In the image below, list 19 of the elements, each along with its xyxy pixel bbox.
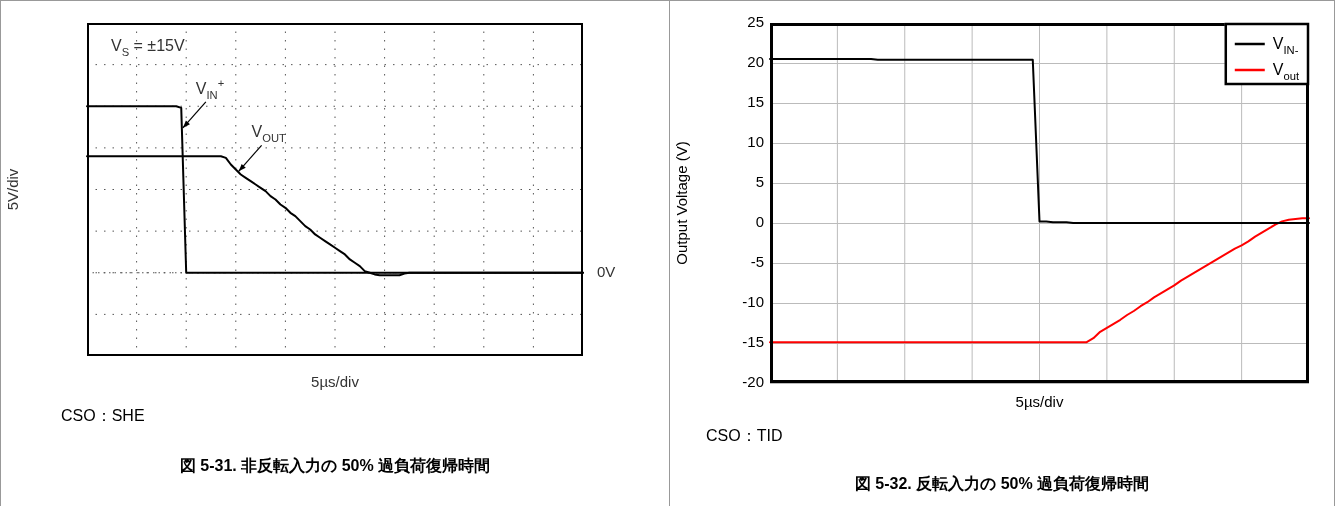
- y-tick-label: 25: [747, 13, 764, 31]
- y-tick-label: -20: [742, 373, 764, 391]
- text: 図 5-32. 反転入力の 50% 過負荷復帰時間: [853, 474, 1151, 494]
- y-tick-label: 20: [747, 53, 764, 71]
- y-tick-label: 0: [755, 213, 764, 231]
- ref-line-label: 0V: [597, 262, 616, 280]
- x-axis-title: 5µs/div: [1015, 393, 1064, 411]
- text: 図 5-31. 非反転入力の 50% 過負荷復帰時間: [178, 456, 492, 476]
- y-axis-title: Output Voltage (V): [673, 141, 691, 265]
- text: CSO：SHE: [61, 406, 145, 426]
- x-axis-title: 5µs/div: [311, 373, 360, 391]
- y-tick-label: 15: [747, 93, 764, 111]
- text: CSO：TID: [706, 426, 783, 446]
- y-tick-label: -15: [742, 333, 764, 351]
- y-axis-title: 5V/div: [4, 168, 22, 211]
- y-tick-label: -10: [742, 293, 764, 311]
- y-tick-label: -5: [750, 253, 764, 271]
- y-tick-label: 10: [747, 133, 764, 151]
- y-tick-label: 5: [755, 173, 764, 191]
